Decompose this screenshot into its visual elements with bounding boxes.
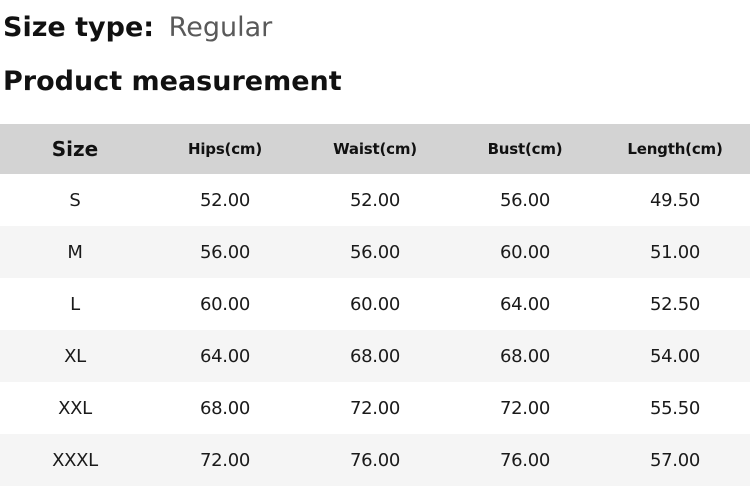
cell-waist: 52.00 bbox=[349, 189, 401, 211]
cell-bust: 60.00 bbox=[499, 241, 551, 263]
column-header-bust: Bust(cm) bbox=[487, 140, 563, 158]
cell-length: 51.00 bbox=[649, 241, 701, 263]
cell-waist: 76.00 bbox=[349, 449, 401, 471]
size-type-line: Size type: Regular bbox=[3, 12, 748, 44]
cell-hips: 56.00 bbox=[199, 241, 251, 263]
cell-bust: 72.00 bbox=[499, 397, 551, 419]
cell-length: 49.50 bbox=[649, 189, 701, 211]
cell-size: L bbox=[70, 293, 80, 315]
header-row: Size Hips(cm) Waist(cm) Bust(cm) Length(… bbox=[0, 124, 750, 174]
size-type-label: Size type: bbox=[3, 12, 155, 43]
cell-hips: 64.00 bbox=[199, 345, 251, 367]
cell-hips: 52.00 bbox=[199, 189, 251, 211]
column-header-hips: Hips(cm) bbox=[188, 140, 262, 158]
cell-waist: 60.00 bbox=[349, 293, 401, 315]
table-row-l: L 60.00 60.00 64.00 52.50 bbox=[0, 278, 750, 330]
cell-length: 55.50 bbox=[649, 397, 701, 419]
cell-waist: 72.00 bbox=[349, 397, 401, 419]
table-row-m: M 56.00 56.00 60.00 51.00 bbox=[0, 226, 750, 278]
measurement-table-body: S 52.00 52.00 56.00 49.50 M 56.00 56.00 … bbox=[0, 174, 750, 486]
cell-size: XXXL bbox=[52, 449, 98, 471]
cell-hips: 68.00 bbox=[199, 397, 251, 419]
page-title: Product measurement bbox=[3, 66, 342, 97]
cell-hips: 60.00 bbox=[199, 293, 251, 315]
measurement-table: Size Hips(cm) Waist(cm) Bust(cm) Length(… bbox=[0, 124, 750, 486]
measurement-table-head: Size Hips(cm) Waist(cm) Bust(cm) Length(… bbox=[0, 124, 750, 174]
cell-size: XL bbox=[64, 345, 86, 367]
cell-bust: 68.00 bbox=[499, 345, 551, 367]
table-row-xxxl: XXXL 72.00 76.00 76.00 57.00 bbox=[0, 434, 750, 486]
column-header-length: Length(cm) bbox=[627, 140, 723, 158]
size-type-value: Regular bbox=[168, 12, 273, 43]
cell-length: 52.50 bbox=[649, 293, 701, 315]
cell-size: XXL bbox=[58, 397, 92, 419]
column-header-size: Size bbox=[51, 137, 99, 161]
column-header-waist: Waist(cm) bbox=[333, 140, 417, 158]
cell-length: 57.00 bbox=[649, 449, 701, 471]
cell-waist: 68.00 bbox=[349, 345, 401, 367]
cell-bust: 76.00 bbox=[499, 449, 551, 471]
cell-size: M bbox=[67, 241, 83, 263]
table-row-xxl: XXL 68.00 72.00 72.00 55.50 bbox=[0, 382, 750, 434]
cell-hips: 72.00 bbox=[199, 449, 251, 471]
cell-bust: 64.00 bbox=[499, 293, 551, 315]
cell-bust: 56.00 bbox=[499, 189, 551, 211]
table-row-xl: XL 64.00 68.00 68.00 54.00 bbox=[0, 330, 750, 382]
top-area: Size type: Regular Product measurement bbox=[0, 0, 750, 124]
cell-size: S bbox=[69, 189, 81, 211]
cell-length: 54.00 bbox=[649, 345, 701, 367]
table-row-s: S 52.00 52.00 56.00 49.50 bbox=[0, 174, 750, 226]
cell-waist: 56.00 bbox=[349, 241, 401, 263]
